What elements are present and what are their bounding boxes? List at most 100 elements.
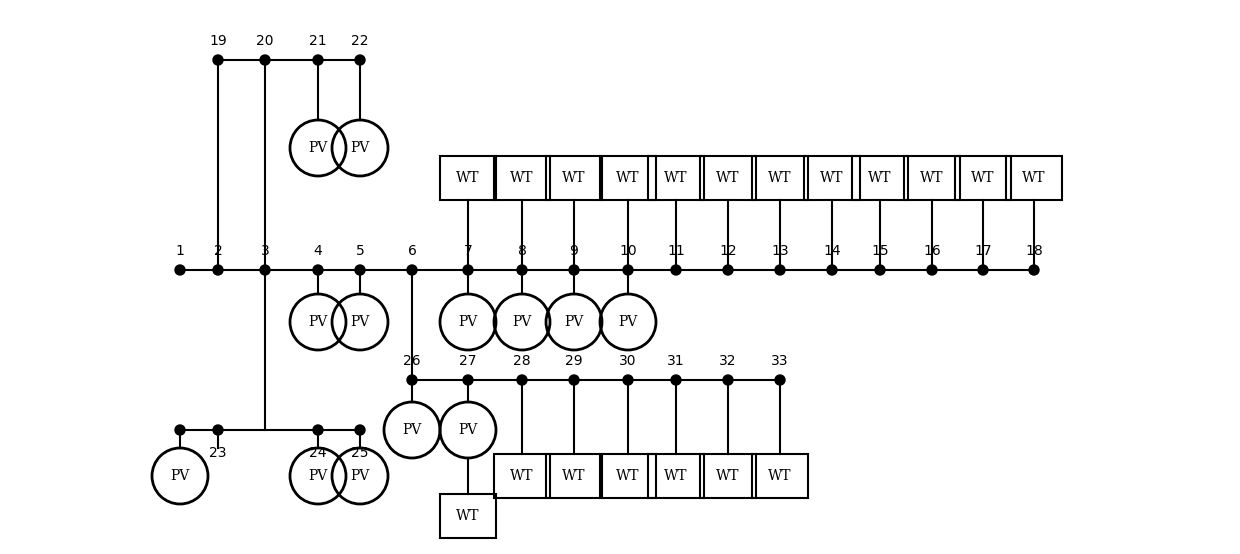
Text: PV: PV [564,315,584,329]
Circle shape [775,265,785,275]
Text: 3: 3 [260,244,269,258]
Text: WT: WT [717,469,740,483]
Text: WT: WT [562,469,585,483]
Text: WT: WT [665,171,688,185]
Circle shape [355,55,365,65]
Text: 30: 30 [619,354,637,368]
Text: 9: 9 [569,244,578,258]
Circle shape [175,265,185,275]
Text: WT: WT [616,469,640,483]
Text: 5: 5 [356,244,365,258]
Text: 13: 13 [771,244,789,258]
Bar [494,454,551,498]
Text: 17: 17 [975,244,992,258]
Circle shape [671,265,681,275]
Text: 15: 15 [872,244,889,258]
Bar [751,454,808,498]
Text: 1: 1 [176,244,185,258]
Circle shape [213,55,223,65]
Circle shape [569,375,579,385]
Circle shape [407,375,417,385]
Text: 24: 24 [309,446,327,460]
Text: 23: 23 [210,446,227,460]
Circle shape [723,375,733,385]
Text: 10: 10 [619,244,637,258]
Text: 20: 20 [257,34,274,48]
Text: 4: 4 [314,244,322,258]
Text: PV: PV [309,315,327,329]
Bar [701,454,756,498]
Circle shape [260,55,270,65]
Bar [955,156,1011,200]
Bar [751,156,808,200]
Bar [649,454,704,498]
Text: PV: PV [309,469,327,483]
Text: 12: 12 [719,244,737,258]
Text: 33: 33 [771,354,789,368]
Circle shape [517,375,527,385]
Circle shape [175,425,185,435]
Circle shape [260,265,270,275]
Text: 28: 28 [513,354,531,368]
Circle shape [1029,265,1039,275]
Circle shape [463,265,472,275]
Circle shape [671,375,681,385]
Circle shape [312,425,322,435]
Text: 18: 18 [1025,244,1043,258]
Circle shape [355,265,365,275]
Text: 26: 26 [403,354,420,368]
Text: PV: PV [351,315,370,329]
Circle shape [355,425,365,435]
Text: 21: 21 [309,34,327,48]
Circle shape [569,265,579,275]
Circle shape [622,265,632,275]
Text: PV: PV [170,469,190,483]
Text: 14: 14 [823,244,841,258]
Text: PV: PV [619,315,637,329]
Text: WT: WT [510,171,533,185]
Text: 8: 8 [517,244,527,258]
Bar [440,156,496,200]
Text: 16: 16 [923,244,941,258]
Text: 25: 25 [351,446,368,460]
Bar [804,156,861,200]
Text: WT: WT [456,509,480,523]
Text: 32: 32 [719,354,737,368]
Text: PV: PV [512,315,532,329]
Circle shape [517,265,527,275]
Text: WT: WT [769,469,792,483]
Bar [904,156,960,200]
Text: 27: 27 [459,354,476,368]
Text: PV: PV [459,315,477,329]
Text: 29: 29 [565,354,583,368]
Text: PV: PV [402,423,422,437]
Text: 7: 7 [464,244,472,258]
Text: WT: WT [510,469,533,483]
Text: WT: WT [971,171,994,185]
Circle shape [775,375,785,385]
Text: 11: 11 [667,244,684,258]
Bar [1006,156,1061,200]
Circle shape [622,375,632,385]
Circle shape [723,265,733,275]
Text: WT: WT [717,171,740,185]
Text: 2: 2 [213,244,222,258]
Text: 22: 22 [351,34,368,48]
Circle shape [463,375,472,385]
Bar [440,494,496,538]
Text: PV: PV [351,469,370,483]
Text: WT: WT [920,171,944,185]
Text: WT: WT [456,171,480,185]
Bar [852,156,908,200]
Text: 31: 31 [667,354,684,368]
Text: WT: WT [868,171,892,185]
Bar [701,156,756,200]
Circle shape [213,425,223,435]
Circle shape [978,265,988,275]
Text: 19: 19 [210,34,227,48]
Text: WT: WT [820,171,843,185]
Text: WT: WT [616,171,640,185]
Bar [494,156,551,200]
Text: 6: 6 [408,244,417,258]
Text: WT: WT [1022,171,1045,185]
